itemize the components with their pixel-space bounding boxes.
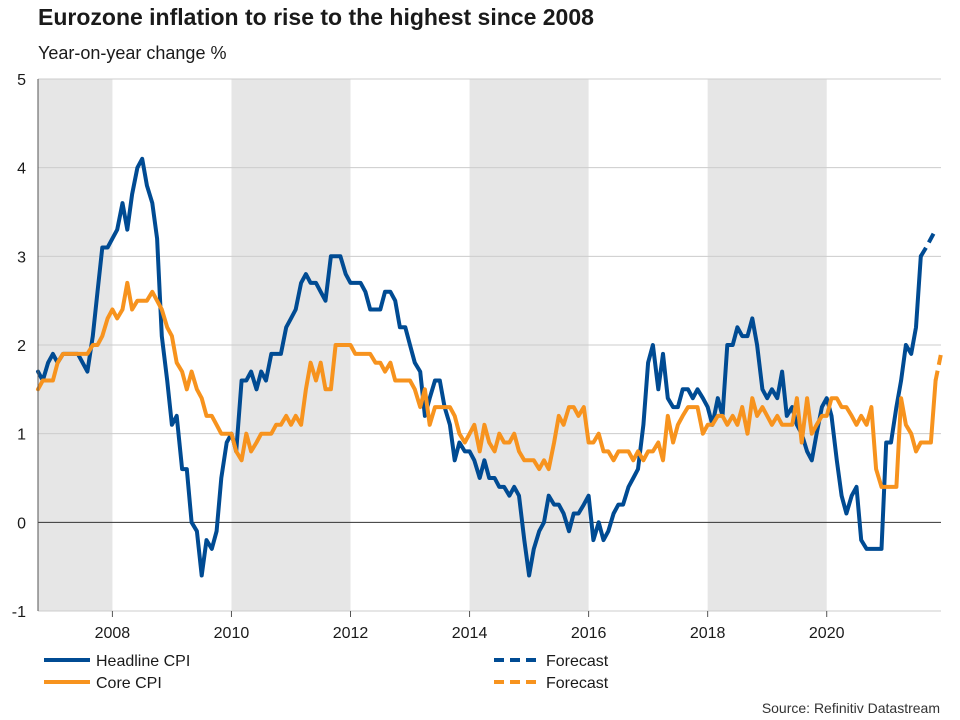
- y-tick-label: 2: [17, 338, 26, 355]
- core-cpi-line: [36, 280, 938, 489]
- gridlines: [38, 78, 941, 612]
- legend-label-2: Forecast: [546, 653, 609, 670]
- legend-label-3: Forecast: [546, 675, 609, 692]
- core-cpi-forecast-line: [933, 353, 943, 381]
- legend-label-0: Headline CPI: [96, 653, 190, 670]
- x-tick-label: 2014: [452, 625, 488, 642]
- x-tick-label: 2012: [333, 625, 369, 642]
- legend-label-1: Core CPI: [96, 675, 162, 692]
- x-tick-label: 2010: [214, 625, 250, 642]
- x-tick-label: 2008: [95, 625, 131, 642]
- y-tick-label: 1: [17, 427, 26, 444]
- legend: Headline CPI Core CPI Forecast Forecast: [44, 653, 609, 692]
- x-tick-label: 2016: [571, 625, 607, 642]
- y-tick-label: 4: [17, 161, 26, 178]
- source-note: Source: Refinitiv Datastream: [761, 700, 940, 716]
- chart-subtitle: Year-on-year change %: [38, 43, 227, 63]
- chart-title: Eurozone inflation to rise to the highes…: [38, 4, 594, 30]
- y-tick-label: 3: [17, 249, 26, 266]
- axes: -1 0 1 2 3 4 5 2008 2010 2012 2014 2016 2018 2020: [12, 72, 845, 642]
- y-tick-label: 0: [17, 515, 26, 532]
- series-lines: [36, 156, 943, 578]
- headline-cpi-line: [36, 156, 923, 578]
- headline-cpi-forecast-line: [919, 228, 938, 258]
- y-tick-label: 5: [17, 72, 26, 89]
- y-tick-label: -1: [12, 604, 26, 621]
- x-tick-label: 2018: [690, 625, 726, 642]
- x-tick-label: 2020: [809, 625, 845, 642]
